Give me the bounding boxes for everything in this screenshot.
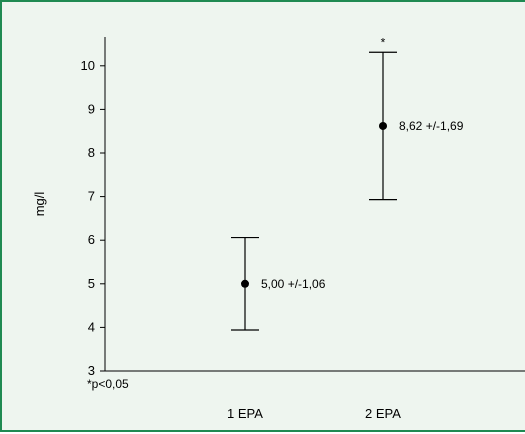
y-tick-label: 8	[88, 145, 95, 160]
y-axis-ticks: 3 4 5 6 7 8 9 10	[81, 58, 105, 378]
data-point	[379, 121, 387, 130]
data-label: 8,62 +/-1,69	[399, 119, 464, 133]
y-tick-label: 3	[88, 363, 95, 378]
y-tick-label: 10	[81, 58, 95, 73]
x-category-label: 2 EPA	[365, 406, 401, 421]
y-axis-label: mg/l	[32, 192, 47, 217]
x-axis-labels: 1 EPA 2 EPA	[227, 406, 401, 421]
data-marks: 5,00 +/-1,06 8,62 +/-1,69 *	[231, 35, 464, 331]
significance-marker: *	[381, 35, 386, 49]
x-category-label: 1 EPA	[227, 406, 263, 421]
data-point	[241, 279, 249, 288]
y-tick-label: 6	[88, 232, 95, 247]
data-label: 5,00 +/-1,06	[261, 277, 326, 291]
significance-footnote: *p<0,05	[87, 377, 129, 391]
y-tick-label: 4	[88, 319, 95, 334]
y-tick-label: 5	[88, 276, 95, 291]
y-tick-label: 7	[88, 189, 95, 204]
y-tick-label: 9	[88, 101, 95, 116]
